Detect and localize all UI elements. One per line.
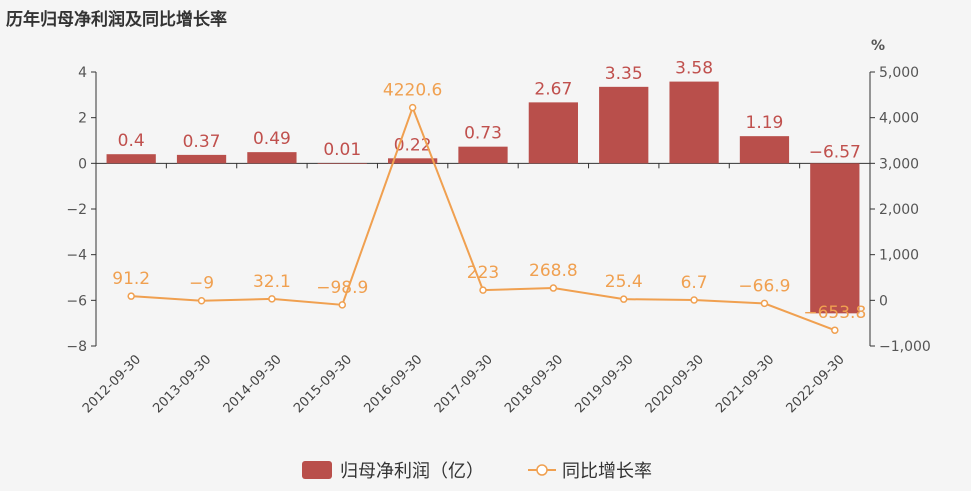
bar [528, 102, 578, 164]
legend-line-label: 同比增长率 [562, 461, 652, 482]
x-axis-tick-label: 2020-09-30 [643, 352, 707, 416]
bar [247, 152, 297, 164]
right-axis-tick-label: −1,000 [879, 339, 931, 355]
left-axis-tick-label: −6 [66, 293, 87, 309]
bar-data-label: 2.67 [534, 79, 572, 99]
right-axis-tick-label: 4,000 [879, 111, 919, 127]
right-axis-tick-label: 0 [879, 293, 888, 309]
left-axis-tick-label: 0 [78, 156, 87, 172]
line-data-label: −66.9 [738, 276, 790, 296]
x-axis-tick-label: 2012-09-30 [80, 352, 144, 416]
line-point [127, 292, 135, 300]
bar [317, 163, 367, 164]
bar [810, 163, 860, 314]
x-axis-tick-label: 2015-09-30 [291, 352, 355, 416]
x-axis-tick-label: 2017-09-30 [432, 352, 496, 416]
line-point [197, 296, 206, 305]
bar [739, 136, 790, 164]
bar-data-label: 3.35 [605, 64, 643, 84]
line-data-label: −653.8 [803, 303, 866, 323]
line-data-label: 25.4 [605, 272, 643, 292]
line-data-label: 91.2 [112, 269, 150, 289]
legend-line-marker [536, 464, 548, 476]
bar-data-label: 0.4 [118, 131, 145, 151]
line-point [338, 301, 347, 309]
bar-data-label: 3.58 [675, 59, 713, 79]
bar [176, 154, 227, 164]
bar [388, 158, 438, 164]
line-point [408, 103, 417, 112]
x-axis-tick-label: 2013-09-30 [150, 352, 214, 416]
left-axis-tick-label: 4 [78, 65, 87, 81]
right-axis-unit: % [871, 38, 885, 54]
bar-data-label: 0.73 [464, 124, 502, 144]
line-data-label: 223 [467, 263, 499, 283]
bar-data-label: −6.57 [809, 142, 861, 162]
legend-bar-swatch [302, 461, 332, 479]
line-point [619, 295, 628, 303]
bar-data-label: 1.19 [746, 113, 784, 133]
line-data-label: 32.1 [253, 272, 291, 292]
left-axis-tick-label: −8 [66, 339, 87, 355]
right-axis-tick-label: 3,000 [879, 156, 919, 172]
x-axis-tick-label: 2019-09-30 [573, 352, 637, 416]
line-data-label: 268.8 [529, 261, 578, 281]
bar [458, 146, 508, 164]
x-axis-tick-label: 2021-09-30 [713, 352, 777, 416]
right-axis-tick-label: 5,000 [879, 65, 919, 81]
left-axis-tick-label: −4 [66, 248, 87, 264]
left-axis-tick-label: 2 [78, 111, 87, 127]
line-point [549, 284, 558, 292]
x-axis-tick-label: 2022-09-30 [784, 352, 848, 416]
right-axis-tick-label: 2,000 [879, 202, 919, 218]
bar [599, 86, 649, 164]
bar-data-label: 0.37 [183, 132, 221, 152]
line-data-label: −98.9 [316, 278, 368, 298]
line-point [831, 326, 839, 334]
bar-data-label: 0.01 [323, 140, 361, 160]
line-data-label: 4220.6 [383, 81, 442, 101]
bar [669, 81, 719, 164]
line-point [760, 299, 769, 308]
line-point [268, 295, 276, 303]
bar-data-label: 0.22 [394, 135, 432, 155]
bar-data-label: 0.49 [253, 129, 291, 149]
bar [106, 154, 156, 164]
x-axis-tick-label: 2016-09-30 [361, 352, 425, 416]
left-axis-tick-label: −2 [66, 202, 87, 218]
x-axis-tick-label: 2014-09-30 [221, 352, 285, 416]
line-data-label: −9 [189, 274, 214, 294]
line-data-label: 6.7 [681, 273, 708, 293]
x-axis-tick-label: 2018-09-30 [502, 352, 566, 416]
line-point [690, 296, 698, 304]
right-axis-tick-label: 1,000 [879, 248, 919, 264]
line-point [479, 286, 487, 294]
chart-title: 历年归母净利润及同比增长率 [6, 10, 227, 30]
legend-bar-label: 归母净利润（亿） [340, 461, 484, 482]
